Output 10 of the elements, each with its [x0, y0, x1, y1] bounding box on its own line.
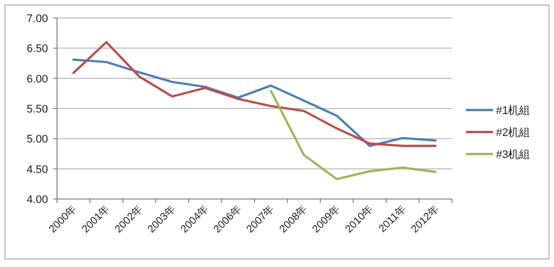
legend-label: #2机組	[496, 127, 530, 139]
y-tick-label: 4.00	[26, 194, 48, 206]
y-tick-label: 7.00	[26, 13, 48, 25]
y-tick-label: 5.00	[26, 134, 48, 146]
y-tick-label: 5.50	[26, 104, 48, 116]
legend-label: #1机組	[496, 105, 530, 117]
y-tick-label: 4.50	[26, 164, 48, 176]
y-tick-label: 6.00	[26, 73, 48, 86]
legend-label: #3机組	[496, 149, 530, 161]
y-tick-label: 6.50	[26, 43, 48, 56]
